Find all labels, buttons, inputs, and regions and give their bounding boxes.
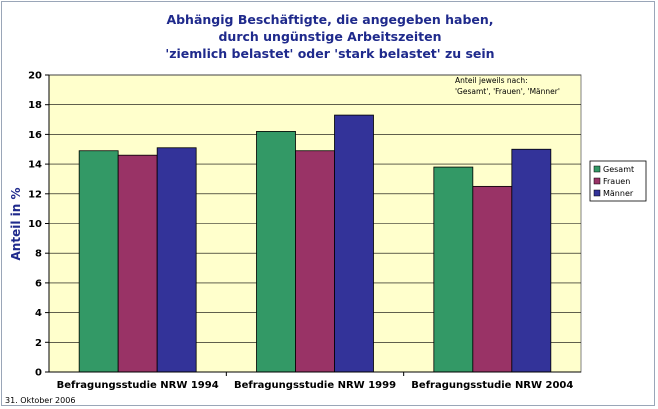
y-tick-label: 8 <box>35 249 42 260</box>
legend-label: Gesamt <box>603 165 634 174</box>
legend-swatch <box>593 177 601 185</box>
y-tick-label: 16 <box>28 130 42 141</box>
chart-title-line-2: durch ungünstige Arbeitszeiten <box>218 29 441 44</box>
y-axis-label: Anteil in % <box>9 188 23 261</box>
bar-gesamt-1 <box>78 150 119 373</box>
y-tick-label: 20 <box>28 71 42 82</box>
legend: Gesamt Frauen Männer <box>589 160 647 202</box>
legend-swatch <box>593 165 601 173</box>
legend-label: Männer <box>603 189 634 198</box>
y-tick-label: 4 <box>35 308 42 319</box>
y-tick-label: 18 <box>28 100 42 111</box>
y-tick-label: 12 <box>28 189 42 200</box>
footer-date: 31. Oktober 2006 <box>5 396 75 405</box>
chart-note-line-1: Anteil jeweils nach: <box>455 76 528 85</box>
bar-m-nner-2 <box>334 114 374 373</box>
bar-frauen-1 <box>117 154 158 373</box>
y-tick-label: 10 <box>28 219 42 230</box>
bar-m-nner-1 <box>156 147 197 373</box>
bar-gesamt-3 <box>433 166 474 373</box>
legend-label: Frauen <box>603 177 630 186</box>
x-category-label: Befragungsstudie NRW 1999 <box>234 380 396 391</box>
y-axis-ticks: 0 2 4 6 8 10 12 14 16 18 20 <box>28 71 49 379</box>
bar-frauen-2 <box>295 150 335 373</box>
bar-frauen-3 <box>472 185 513 373</box>
y-tick-label: 14 <box>28 160 42 171</box>
x-category-label: Befragungsstudie NRW 1994 <box>57 380 219 391</box>
legend-swatch <box>593 189 601 197</box>
chart-title-line-3: 'ziemlich belastet' oder 'stark belastet… <box>165 46 494 61</box>
bar-m-nner-3 <box>511 148 552 373</box>
x-axis-categories: Befragungsstudie NRW 1994 Befragungsstudi… <box>57 372 573 391</box>
bar-gesamt-2 <box>256 131 296 373</box>
y-tick-label: 6 <box>35 278 42 289</box>
y-tick-label: 2 <box>35 338 42 349</box>
y-tick-label: 0 <box>35 368 42 379</box>
chart-title-line-1: Abhängig Beschäftigte, die angegeben hab… <box>166 12 493 27</box>
x-category-label: Befragungsstudie NRW 2004 <box>411 380 573 391</box>
chart-note-line-2: 'Gesamt', 'Frauen', 'Männer' <box>455 87 560 96</box>
